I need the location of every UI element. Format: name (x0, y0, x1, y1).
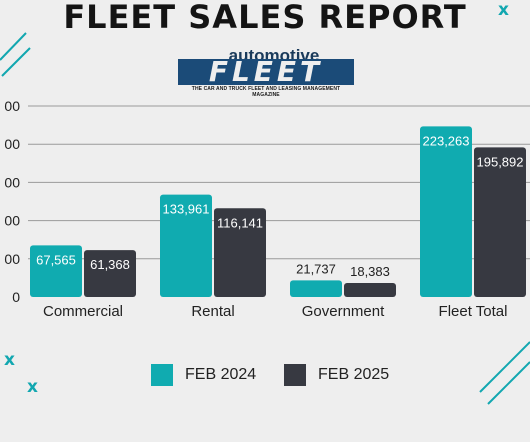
x-mark-icon: x (498, 0, 509, 20)
legend-label-feb2025: FEB 2025 (318, 366, 390, 383)
y-tick-label: 00 (4, 98, 20, 114)
legend-swatch-feb2025 (284, 364, 306, 386)
x-category-label: Fleet Total (439, 303, 508, 320)
logo-big-text: FLEET (178, 58, 354, 86)
y-tick-label: 00 (4, 174, 20, 190)
data-label: 61,368 (90, 257, 130, 272)
data-label: 223,263 (423, 133, 470, 148)
x-mark-icon: x (27, 377, 38, 397)
bar-commercial-feb2024 (30, 245, 82, 297)
legend-swatch-feb2024 (151, 364, 173, 386)
y-tick-label: 0 (12, 289, 20, 305)
x-category-label: Rental (191, 303, 234, 320)
x-mark-icon: x (4, 350, 15, 370)
bar-commercial-feb2025 (84, 250, 136, 297)
y-tick-label: 00 (4, 213, 20, 229)
y-tick-label: 00 (4, 136, 20, 152)
x-category-label: Government (302, 303, 385, 320)
x-category-label: Commercial (43, 303, 123, 320)
automotive-fleet-logo: automotive FLEET THE CAR AND TRUCK FLEET… (178, 46, 354, 100)
data-label: 18,383 (350, 264, 390, 279)
data-label: 116,141 (217, 215, 263, 230)
legend-label-feb2024: FEB 2024 (185, 366, 257, 383)
bar-government-feb2024 (290, 280, 342, 297)
report-title: FLEET SALES REPORT (63, 0, 467, 36)
logo-tagline: THE CAR AND TRUCK FLEET AND LEASING MANA… (191, 86, 341, 98)
y-tick-label: 00 (4, 251, 20, 267)
decorative-lines (0, 32, 530, 405)
bar-rental-feb2025 (214, 208, 266, 297)
data-label: 67,565 (36, 252, 76, 267)
data-label: 21,737 (296, 261, 336, 276)
data-label: 133,961 (163, 202, 210, 217)
data-label: 195,892 (477, 154, 524, 169)
bar-rental-feb2024 (160, 194, 212, 297)
bar-government-feb2025 (344, 282, 396, 297)
bar-fleet-total-feb2024 (420, 126, 472, 298)
bar-fleet-total-feb2025 (474, 147, 526, 297)
